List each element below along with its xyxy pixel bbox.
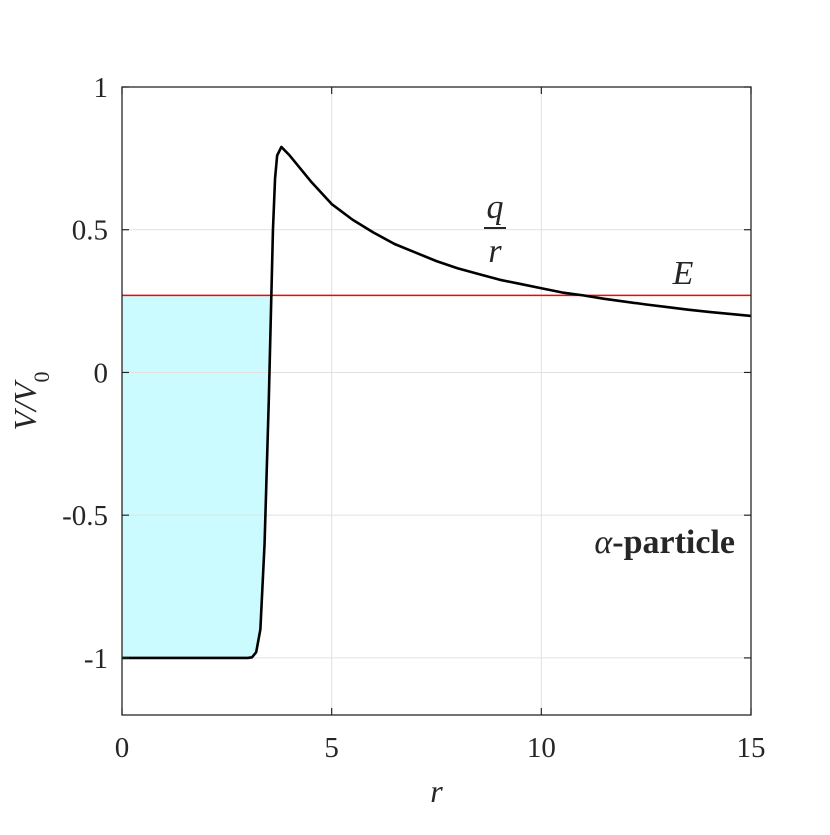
y-axis-label-subscript: 0 (29, 372, 54, 383)
particle-label: α-particle (594, 524, 735, 561)
x-tick-label: 15 (737, 732, 766, 764)
y-tick-label: -1 (84, 643, 108, 675)
coulomb-label-numerator: q (487, 189, 504, 226)
y-tick-label: 0.5 (72, 215, 108, 247)
well-fill-region (122, 295, 272, 658)
x-tick-label: 0 (115, 732, 130, 764)
potential-curve (122, 145, 752, 660)
x-axis-label: r (430, 773, 443, 809)
energy-label: E (672, 255, 694, 292)
plot-frame (121, 86, 752, 716)
y-tick-label: -0.5 (62, 500, 108, 532)
y-tick-label: 0 (94, 357, 109, 389)
coulomb-label-denominator: r (488, 233, 502, 270)
axes-layer: 0 5 10 15 -1 -0.5 0 0.5 1 (62, 72, 765, 764)
y-axis-label: V/V0 (7, 372, 54, 431)
y-tick-label: 1 (94, 72, 109, 104)
x-tick-label: 10 (527, 732, 556, 764)
fill-layer (122, 295, 272, 658)
x-tick-label: 5 (324, 732, 339, 764)
line-layer (122, 145, 752, 660)
particle-label-text: -particle (612, 524, 735, 561)
particle-label-greek: α (594, 524, 613, 561)
y-axis-label-main: V/V (7, 379, 43, 430)
